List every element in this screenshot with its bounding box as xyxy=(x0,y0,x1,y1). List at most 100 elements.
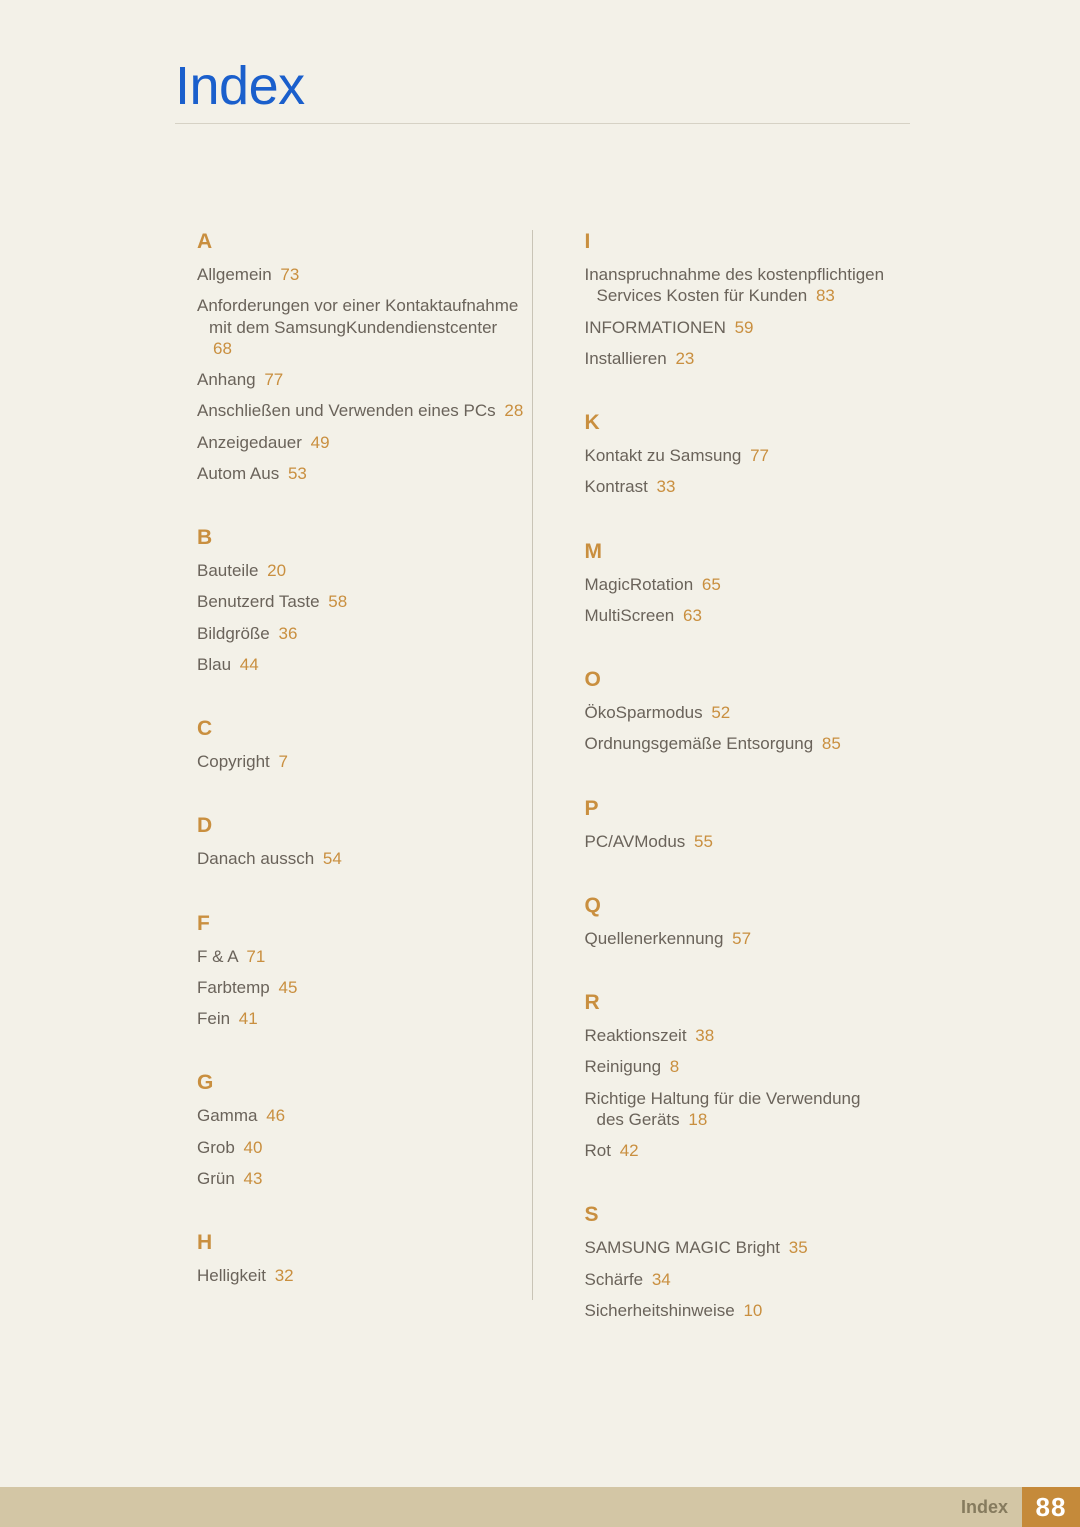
index-letter: G xyxy=(197,1071,525,1095)
index-letter: H xyxy=(197,1231,525,1255)
index-entry-text: PC/AVModus xyxy=(585,832,691,851)
index-entry-text: Grob xyxy=(197,1138,240,1157)
index-entry-text: Blau xyxy=(197,655,236,674)
index-group-h: H Helligkeit 32 xyxy=(197,1231,525,1286)
index-entry[interactable]: Allgemein 73 xyxy=(197,264,525,285)
index-entry-page[interactable]: 42 xyxy=(620,1141,639,1160)
index-entry[interactable]: MultiScreen 63 xyxy=(585,605,893,626)
index-entry-page[interactable]: 52 xyxy=(711,703,730,722)
index-entry-page[interactable]: 63 xyxy=(683,606,702,625)
index-entry-page[interactable]: 18 xyxy=(688,1110,707,1129)
index-entry[interactable]: Autom Aus 53 xyxy=(197,463,525,484)
index-entry-page[interactable]: 59 xyxy=(735,318,754,337)
index-entry-page[interactable]: 43 xyxy=(244,1169,263,1188)
index-entry[interactable]: Reaktionszeit 38 xyxy=(585,1025,893,1046)
index-entry-text: Schärfe xyxy=(585,1270,648,1289)
index-entry-text: Fein xyxy=(197,1009,235,1028)
index-entry[interactable]: Benutzerd Taste 58 xyxy=(197,591,525,612)
index-entry[interactable]: Bauteile 20 xyxy=(197,560,525,581)
index-entry-text: Inanspruchnahme des kostenpflichtigen Se… xyxy=(585,265,885,305)
title-rule xyxy=(175,123,910,124)
index-entry-page[interactable]: 77 xyxy=(264,370,283,389)
index-entry-text: MagicRotation xyxy=(585,575,698,594)
index-entry[interactable]: PC/AVModus 55 xyxy=(585,831,893,852)
index-entry[interactable]: Quellenerkennung 57 xyxy=(585,928,893,949)
index-entry-page[interactable]: 41 xyxy=(239,1009,258,1028)
index-entry[interactable]: Farbtemp 45 xyxy=(197,977,525,998)
index-entry-page[interactable]: 45 xyxy=(278,978,297,997)
index-entry-page[interactable]: 23 xyxy=(675,349,694,368)
index-entry-page[interactable]: 36 xyxy=(278,624,297,643)
index-entry-page[interactable]: 32 xyxy=(275,1266,294,1285)
index-entry[interactable]: Danach aussch 54 xyxy=(197,848,525,869)
index-entry[interactable]: Sicherheitshinweise 10 xyxy=(585,1300,893,1321)
footer-page-box: 88 xyxy=(1022,1487,1080,1527)
index-group-m: MMagicRotation 65MultiScreen 63 xyxy=(585,540,893,627)
index-entry-page[interactable]: 83 xyxy=(816,286,835,305)
index-entry-page[interactable]: 71 xyxy=(246,947,265,966)
index-entry[interactable]: Bildgröße 36 xyxy=(197,623,525,644)
index-entry-page[interactable]: 54 xyxy=(323,849,342,868)
index-entry[interactable]: Anzeigedauer 49 xyxy=(197,432,525,453)
index-entry[interactable]: Gamma 46 xyxy=(197,1105,525,1126)
index-entry-page[interactable]: 68 xyxy=(213,339,232,358)
index-entry[interactable]: Kontakt zu Samsung 77 xyxy=(585,445,893,466)
index-entry-page[interactable]: 85 xyxy=(822,734,841,753)
index-entry[interactable]: INFORMATIONEN 59 xyxy=(585,317,893,338)
index-entry-page[interactable]: 57 xyxy=(732,929,751,948)
index-entry[interactable]: Anschließen und Verwenden eines PCs 28 xyxy=(197,400,525,421)
index-entry-page[interactable]: 7 xyxy=(278,752,287,771)
index-entry-text: Benutzerd Taste xyxy=(197,592,324,611)
index-group-i: IInanspruchnahme des kostenpflichtigen S… xyxy=(585,230,893,369)
footer-label: Index xyxy=(961,1497,1008,1518)
index-entry-text: Autom Aus xyxy=(197,464,284,483)
index-entry[interactable]: Ordnungsgemäße Entsorgung 85 xyxy=(585,733,893,754)
index-entry[interactable]: Grob 40 xyxy=(197,1137,525,1158)
index-entry-text: Kontakt zu Samsung xyxy=(585,446,747,465)
index-entry[interactable]: SAMSUNG MAGIC Bright 35 xyxy=(585,1237,893,1258)
index-entry[interactable]: Rot 42 xyxy=(585,1140,893,1161)
index-entry-page[interactable]: 8 xyxy=(670,1057,679,1076)
index-entry[interactable]: Installieren 23 xyxy=(585,348,893,369)
index-entry-page[interactable]: 77 xyxy=(750,446,769,465)
index-entry-page[interactable]: 46 xyxy=(266,1106,285,1125)
index-entry[interactable]: Blau 44 xyxy=(197,654,525,675)
index-entry-text: ÖkoSparmodus xyxy=(585,703,708,722)
index-entry-page[interactable]: 55 xyxy=(694,832,713,851)
index-entry[interactable]: Inanspruchnahme des kostenpflichtigen Se… xyxy=(585,264,893,307)
index-entry-text: Reaktionszeit xyxy=(585,1026,692,1045)
index-entry-page[interactable]: 33 xyxy=(657,477,676,496)
index-entry-text: Anschließen und Verwenden eines PCs xyxy=(197,401,500,420)
index-entry[interactable]: Kontrast 33 xyxy=(585,476,893,497)
index-entry[interactable]: Copyright 7 xyxy=(197,751,525,772)
index-entry-page[interactable]: 58 xyxy=(328,592,347,611)
index-entry-page[interactable]: 34 xyxy=(652,1270,671,1289)
index-letter: K xyxy=(585,411,893,435)
index-entry[interactable]: Schärfe 34 xyxy=(585,1269,893,1290)
index-entry-page[interactable]: 65 xyxy=(702,575,721,594)
index-entry-text: Richtige Haltung für die Verwendung des … xyxy=(585,1089,861,1129)
index-entry-page[interactable]: 35 xyxy=(789,1238,808,1257)
index-entry-page[interactable]: 49 xyxy=(311,433,330,452)
index-entry[interactable]: Anforderungen vor einer Kontaktaufnahme … xyxy=(197,295,525,359)
index-entry[interactable]: Reinigung 8 xyxy=(585,1056,893,1077)
index-entry-text: SAMSUNG MAGIC Bright xyxy=(585,1238,785,1257)
index-entry[interactable]: ÖkoSparmodus 52 xyxy=(585,702,893,723)
index-entry-page[interactable]: 38 xyxy=(695,1026,714,1045)
index-entry-page[interactable]: 10 xyxy=(743,1301,762,1320)
index-entry-page[interactable]: 53 xyxy=(288,464,307,483)
index-entry-page[interactable]: 28 xyxy=(504,401,523,420)
index-entry[interactable]: F & A 71 xyxy=(197,946,525,967)
index-entry[interactable]: MagicRotation 65 xyxy=(585,574,893,595)
index-entry[interactable]: Richtige Haltung für die Verwendung des … xyxy=(585,1088,893,1131)
index-letter: A xyxy=(197,230,525,254)
index-entry-page[interactable]: 73 xyxy=(280,265,299,284)
index-entry[interactable]: Anhang 77 xyxy=(197,369,525,390)
index-entry[interactable]: Grün 43 xyxy=(197,1168,525,1189)
index-entry[interactable]: Fein 41 xyxy=(197,1008,525,1029)
index-entry[interactable]: Helligkeit 32 xyxy=(197,1265,525,1286)
index-entry-page[interactable]: 20 xyxy=(267,561,286,580)
index-entry-page[interactable]: 44 xyxy=(240,655,259,674)
index-entry-page[interactable]: 40 xyxy=(244,1138,263,1157)
column-left: A Allgemein 73 Anforderungen vor einer Kon… xyxy=(197,230,555,1363)
